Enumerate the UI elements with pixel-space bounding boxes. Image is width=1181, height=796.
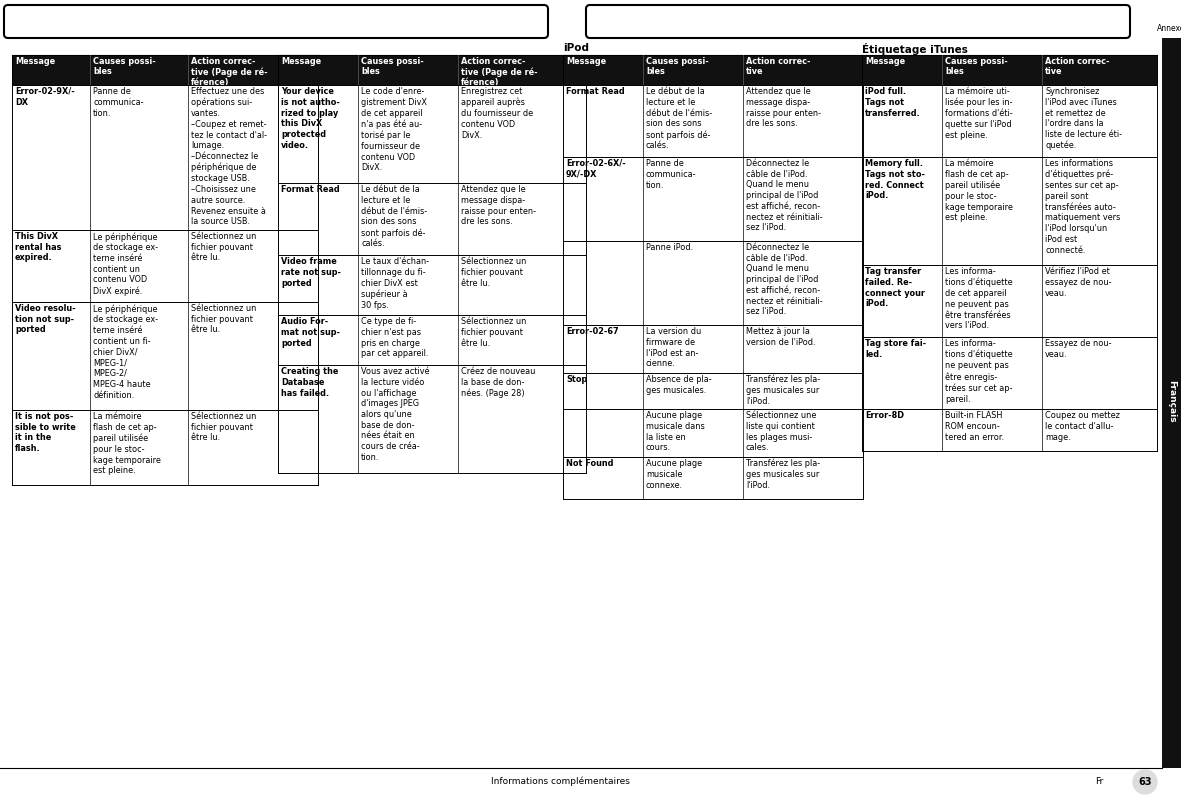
- Text: Le périphérique
de stockage ex-
terne inséré
contient un
contenu VOD
DivX expiré: Le périphérique de stockage ex- terne in…: [93, 232, 158, 296]
- Text: La version du
firmware de
l'iPod est an-
cienne.: La version du firmware de l'iPod est an-…: [646, 327, 702, 369]
- Text: Format Read: Format Read: [281, 185, 340, 194]
- Text: Error-8D: Error-8D: [864, 411, 903, 420]
- Text: Sélectionnez une
liste qui contient
les plages musi-
cales.: Sélectionnez une liste qui contient les …: [746, 411, 816, 452]
- Text: Error-02-9X/-
DX: Error-02-9X/- DX: [15, 87, 74, 107]
- Text: Causes possi-
bles: Causes possi- bles: [646, 57, 709, 76]
- Text: Le code d'enre-
gistrement DivX
de cet appareil
n'a pas été au-
torisé par le
fo: Le code d'enre- gistrement DivX de cet a…: [361, 87, 428, 173]
- Text: Sélectionnez un
fichier pouvant
être lu.: Sélectionnez un fichier pouvant être lu.: [191, 412, 256, 443]
- Text: Not Found: Not Found: [566, 459, 613, 468]
- Text: Créez de nouveau
la base de don-
nées. (Page 28): Créez de nouveau la base de don- nées. (…: [461, 367, 535, 398]
- Text: Attendez que le
message dispa-
raisse pour enten-
dre les sons.: Attendez que le message dispa- raisse po…: [746, 87, 821, 128]
- Text: La mémoire
flash de cet ap-
pareil utilisée
pour le stoc-
kage temporaire
est pl: La mémoire flash de cet ap- pareil utili…: [93, 412, 161, 475]
- Text: Tag store fai-
led.: Tag store fai- led.: [864, 339, 926, 359]
- Text: Message: Message: [15, 57, 56, 66]
- Bar: [1162, 38, 1181, 768]
- Text: Déconnectez le
câble de l'iPod.
Quand le menu
principal de l'iPod
est affiché, r: Déconnectez le câble de l'iPod. Quand le…: [746, 243, 823, 317]
- Text: Panne de
communica-
tion.: Panne de communica- tion.: [646, 159, 697, 189]
- Text: Les informa-
tions d'étiquette
de cet appareil
ne peuvent pas
être transférées
v: Les informa- tions d'étiquette de cet ap…: [945, 267, 1012, 330]
- Text: Annexe: Annexe: [1157, 24, 1181, 33]
- Text: Panne iPod.: Panne iPod.: [646, 243, 693, 252]
- Text: Panne de
communica-
tion.: Panne de communica- tion.: [93, 87, 144, 118]
- Text: Built-in FLASH
ROM encoun-
tered an error.: Built-in FLASH ROM encoun- tered an erro…: [945, 411, 1004, 442]
- Text: Message: Message: [566, 57, 606, 66]
- Text: Attendez que le
message dispa-
raisse pour enten-
dre les sons.: Attendez que le message dispa- raisse po…: [461, 185, 536, 226]
- Text: La mémoire uti-
lisée pour les in-
formations d'éti-
quette sur l'iPod
est plein: La mémoire uti- lisée pour les in- forma…: [945, 87, 1012, 139]
- Text: Your device
is not autho-
rized to play
this DivX
protected
video.: Your device is not autho- rized to play …: [281, 87, 340, 150]
- Text: Informations complémentaires: Informations complémentaires: [603, 14, 868, 29]
- FancyBboxPatch shape: [586, 5, 1130, 38]
- Text: La mémoire
flash de cet ap-
pareil utilisée
pour le stoc-
kage temporaire
est pl: La mémoire flash de cet ap- pareil utili…: [945, 159, 1013, 222]
- Text: Error-02-6X/-
9X/-DX: Error-02-6X/- 9X/-DX: [566, 159, 626, 179]
- Text: Tag transfer
failed. Re-
connect your
iPod.: Tag transfer failed. Re- connect your iP…: [864, 267, 925, 308]
- Text: Transférez les pla-
ges musicales sur
l'iPod.: Transférez les pla- ges musicales sur l'…: [746, 375, 820, 406]
- Bar: [278, 55, 586, 85]
- FancyBboxPatch shape: [4, 5, 548, 38]
- Text: Sélectionnez un
fichier pouvant
être lu.: Sélectionnez un fichier pouvant être lu.: [461, 317, 527, 348]
- Text: Message: Message: [864, 57, 905, 66]
- Text: Le périphérique
de stockage ex-
terne inséré
contient un fi-
chier DivX/
MPEG-1/: Le périphérique de stockage ex- terne in…: [93, 304, 158, 400]
- Bar: [563, 55, 863, 85]
- Text: Video frame
rate not sup-
ported: Video frame rate not sup- ported: [281, 257, 341, 287]
- Text: Vous avez activé
la lecture vidéo
ou l'affichage
d'images JPEG
alors qu'une
base: Vous avez activé la lecture vidéo ou l'a…: [361, 367, 430, 462]
- Text: Vérifiez l'iPod et
essayez de nou-
veau.: Vérifiez l'iPod et essayez de nou- veau.: [1045, 267, 1111, 298]
- Text: Sélectionnez un
fichier pouvant
être lu.: Sélectionnez un fichier pouvant être lu.: [191, 304, 256, 334]
- Text: Mettez à jour la
version de l'iPod.: Mettez à jour la version de l'iPod.: [746, 327, 816, 347]
- Text: Le début de la
lecture et le
début de l'émis-
sion des sons
sont parfois dé-
cal: Le début de la lecture et le début de l'…: [646, 87, 712, 150]
- Text: Français: Français: [1167, 380, 1176, 423]
- Text: Error-02-67: Error-02-67: [566, 327, 619, 336]
- Text: Enregistrez cet
appareil auprès
du fournisseur de
contenu VOD
DivX.: Enregistrez cet appareil auprès du fourn…: [461, 87, 533, 139]
- Text: Le taux d'échan-
tillonnage du fi-
chier DivX est
supérieur à
30 fps.: Le taux d'échan- tillonnage du fi- chier…: [361, 257, 429, 310]
- Text: Les informa-
tions d'étiquette
ne peuvent pas
être enregis-
trées sur cet ap-
pa: Les informa- tions d'étiquette ne peuven…: [945, 339, 1012, 404]
- Text: Transférez les pla-
ges musicales sur
l'iPod.: Transférez les pla- ges musicales sur l'…: [746, 459, 820, 490]
- Text: Creating the
Database
has failed.: Creating the Database has failed.: [281, 367, 339, 397]
- Text: Informations complémentaires: Informations complémentaires: [490, 776, 629, 786]
- Text: Étiquetage iTunes: Étiquetage iTunes: [862, 43, 968, 55]
- Text: Absence de pla-
ges musicales.: Absence de pla- ges musicales.: [646, 375, 712, 395]
- Text: Action correc-
tive: Action correc- tive: [746, 57, 810, 76]
- Text: Aucune plage
musicale dans
la liste en
cours.: Aucune plage musicale dans la liste en c…: [646, 411, 705, 452]
- Text: Video resolu-
tion not sup-
ported: Video resolu- tion not sup- ported: [15, 304, 76, 334]
- Text: Ce type de fi-
chier n'est pas
pris en charge
par cet appareil.: Ce type de fi- chier n'est pas pris en c…: [361, 317, 429, 358]
- Text: Causes possi-
bles: Causes possi- bles: [93, 57, 156, 76]
- Text: iPod: iPod: [563, 43, 589, 53]
- Text: Les informations
d'étiquettes pré-
sentes sur cet ap-
pareil sont
transférées au: Les informations d'étiquettes pré- sente…: [1045, 159, 1121, 255]
- Bar: [862, 55, 1157, 85]
- Text: Action correc-
tive (Page de ré-
férence): Action correc- tive (Page de ré- férence…: [191, 57, 268, 88]
- Text: Le début de la
lecture et le
début de l'émis-
sion des sons
sont parfois dé-
cal: Le début de la lecture et le début de l'…: [361, 185, 428, 248]
- Text: Message: Message: [281, 57, 321, 66]
- Text: Déconnectez le
câble de l'iPod.
Quand le menu
principal de l'iPod
est affiché, r: Déconnectez le câble de l'iPod. Quand le…: [746, 159, 823, 232]
- Text: Stop: Stop: [566, 375, 587, 384]
- Text: Aucune plage
musicale
connexe.: Aucune plage musicale connexe.: [646, 459, 703, 490]
- Text: Fr: Fr: [1095, 777, 1103, 786]
- Text: 63: 63: [1138, 777, 1151, 787]
- Text: Causes possi-
bles: Causes possi- bles: [945, 57, 1007, 76]
- Text: Effectuez une des
opérations sui-
vantes.
–Coupez et remet-
tez le contact d'al-: Effectuez une des opérations sui- vantes…: [191, 87, 267, 226]
- Text: Essayez de nou-
veau.: Essayez de nou- veau.: [1045, 339, 1111, 359]
- Text: Sélectionnez un
fichier pouvant
être lu.: Sélectionnez un fichier pouvant être lu.: [191, 232, 256, 263]
- Text: iPod full.
Tags not
transferred.: iPod full. Tags not transferred.: [864, 87, 921, 118]
- Text: Sélectionnez un
fichier pouvant
être lu.: Sélectionnez un fichier pouvant être lu.: [461, 257, 527, 287]
- Text: Synchronisez
l'iPod avec iTunes
et remettez de
l'ordre dans la
liste de lecture : Synchronisez l'iPod avec iTunes et remet…: [1045, 87, 1122, 150]
- Text: Informations complémentaires: Informations complémentaires: [22, 14, 286, 29]
- Text: Memory full.
Tags not sto-
red. Connect
iPod.: Memory full. Tags not sto- red. Connect …: [864, 159, 925, 201]
- Text: Action correc-
tive (Page de ré-
férence): Action correc- tive (Page de ré- férence…: [461, 57, 537, 88]
- Text: Causes possi-
bles: Causes possi- bles: [361, 57, 424, 76]
- Text: It is not pos-
sible to write
it in the
flash.: It is not pos- sible to write it in the …: [15, 412, 76, 453]
- Text: This DivX
rental has
expired.: This DivX rental has expired.: [15, 232, 61, 263]
- Text: Audio For-
mat not sup-
ported: Audio For- mat not sup- ported: [281, 317, 340, 348]
- Text: Action correc-
tive: Action correc- tive: [1045, 57, 1109, 76]
- Bar: [12, 55, 318, 85]
- Circle shape: [1133, 770, 1157, 794]
- Text: Coupez ou mettez
le contact d'allu-
mage.: Coupez ou mettez le contact d'allu- mage…: [1045, 411, 1120, 442]
- Text: Format Read: Format Read: [566, 87, 625, 96]
